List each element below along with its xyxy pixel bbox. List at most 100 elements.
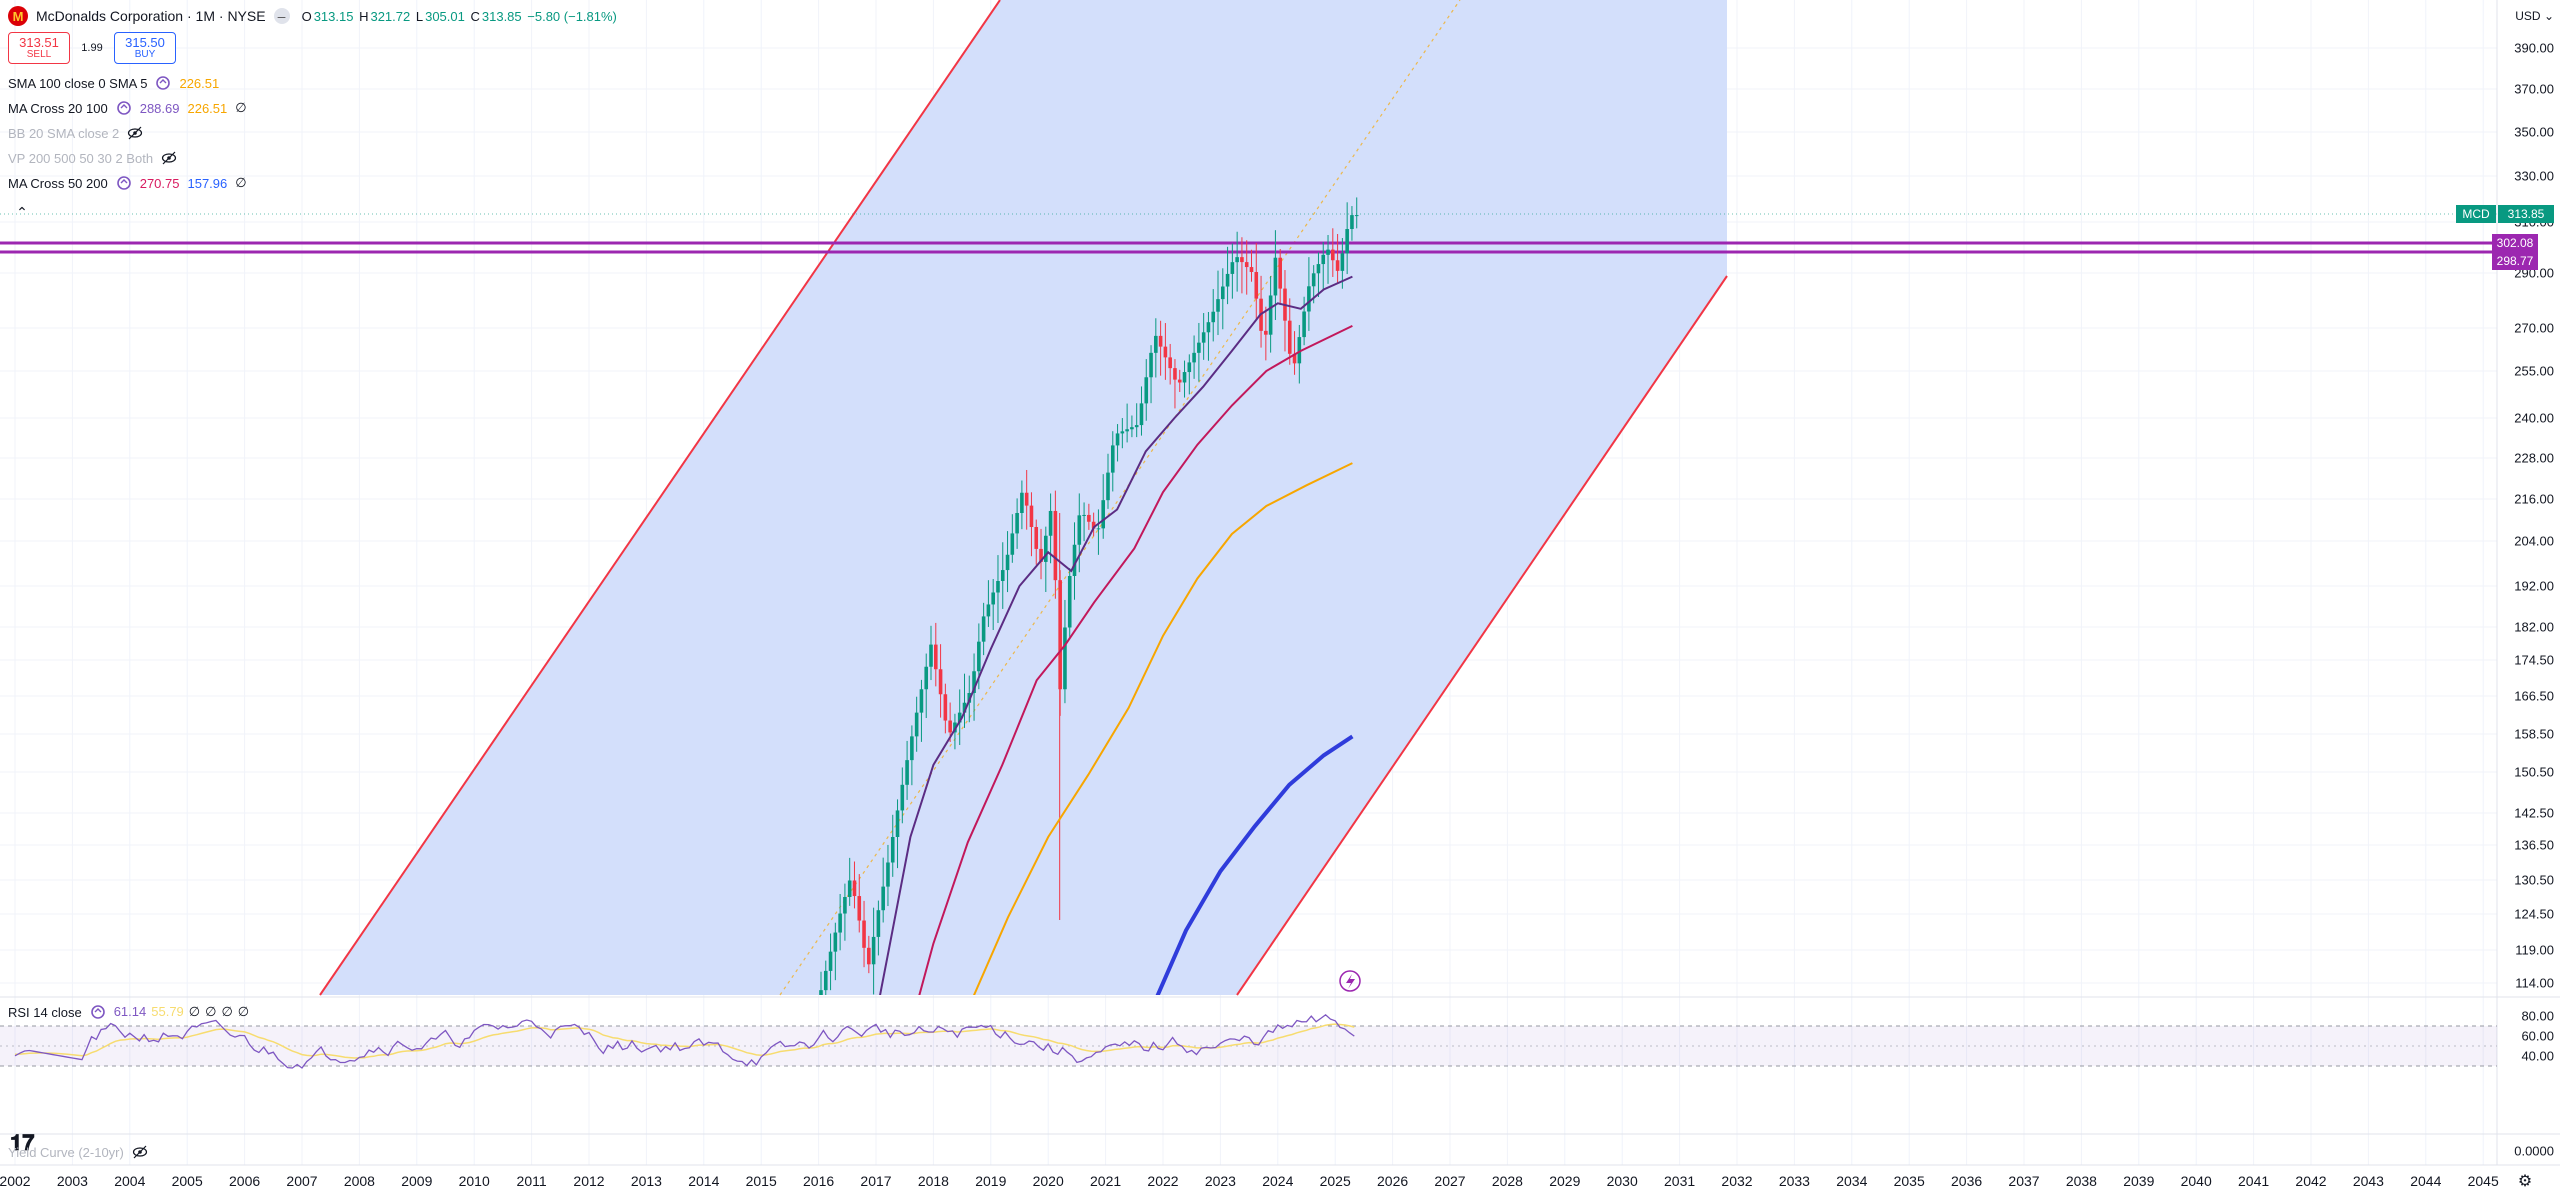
candle-body — [1168, 357, 1172, 369]
candle-body — [1350, 215, 1354, 230]
rsi-line — [14, 1013, 1355, 1069]
candle-body — [852, 880, 857, 897]
candle-body — [1173, 368, 1177, 380]
indicator-row[interactable]: MA Cross 50 200 270.75 157.96 ∅ — [8, 175, 247, 191]
indicator-value: ∅ — [235, 175, 247, 190]
lightning-circle-icon — [1339, 970, 1361, 992]
candle-body — [986, 604, 991, 617]
price-axis-label: 192.00 — [2514, 578, 2554, 594]
candle-body — [1096, 528, 1101, 530]
currency-label[interactable]: USD ⌄ — [2515, 9, 2554, 23]
candle-body — [1307, 286, 1311, 312]
price-axis-label: 228.00 — [2514, 450, 2554, 466]
candle-body — [996, 581, 1000, 593]
sep-1: · — [186, 8, 192, 24]
eye-off-icon[interactable] — [127, 125, 143, 141]
time-axis-label: 2042 — [2295, 1173, 2327, 1189]
symbol-interval: 1M — [195, 8, 215, 24]
indicator-name: VP 200 500 50 30 2 Both — [8, 150, 154, 166]
sell-button[interactable]: 313.51 SELL — [8, 32, 70, 64]
rsi-legend: RSI 14 close 61.14 55.79 ∅ ∅ ∅ ∅ — [8, 1004, 254, 1020]
candle-body — [1230, 262, 1235, 274]
indicator-row[interactable]: VP 200 500 50 30 2 Both — [8, 150, 177, 166]
symbol-name[interactable]: McDonalds Corporation · 1M · NYSE — [36, 8, 266, 24]
candle-body — [1235, 257, 1239, 263]
parallel-channel-lower-edge — [1236, 275, 1728, 996]
ma50-line — [918, 325, 1353, 995]
horizontal-line-tag: 298.77 — [2492, 252, 2538, 270]
time-axis-label: 2009 — [401, 1173, 433, 1189]
candle-body — [1101, 500, 1106, 529]
settings-swap-icon[interactable] — [116, 175, 132, 191]
price-axis-label: 350.00 — [2514, 124, 2554, 140]
buy-button[interactable]: 315.50 BUY — [114, 32, 176, 64]
candle-body — [1106, 472, 1110, 501]
price-axis-label: 330.00 — [2514, 168, 2554, 184]
candle-body — [991, 592, 995, 605]
indicator-name: MA Cross 50 200 — [8, 175, 108, 191]
time-axis-label: 2030 — [1606, 1173, 1638, 1189]
rsi-axis[interactable]: 80.00 60.00 40.00 — [2497, 0, 2560, 1160]
candle-body — [1125, 429, 1129, 432]
candle-body — [1240, 257, 1244, 263]
candle-body — [867, 947, 871, 965]
indicator-row[interactable]: MA Cross 20 100 288.69 226.51 ∅ — [8, 100, 247, 116]
time-axis-label: 2013 — [630, 1173, 662, 1189]
rsi-value: ∅ — [221, 1004, 233, 1019]
ohlc-h-label: H — [359, 8, 369, 24]
indicator-name: MA Cross 20 100 — [8, 100, 108, 116]
chevron-down-icon: ⌄ — [2543, 9, 2554, 23]
ma100-line — [972, 462, 1353, 995]
settings-swap-icon[interactable] — [116, 100, 132, 116]
time-axis-label: 2015 — [745, 1173, 777, 1189]
settings-swap-icon[interactable] — [90, 1004, 106, 1020]
candle-body — [1264, 330, 1268, 335]
candle-body — [1091, 521, 1096, 529]
minus-circle-icon[interactable]: – — [273, 8, 290, 24]
yield-axis-label: 0.0000 — [2514, 1143, 2554, 1159]
eye-off-icon[interactable] — [132, 1144, 148, 1160]
candle-body — [838, 913, 842, 933]
indicator-row[interactable]: SMA 100 close 0 SMA 5 226.51 — [8, 75, 219, 91]
candle-body — [1005, 554, 1010, 571]
candle-body — [1249, 267, 1254, 273]
ma20-line — [879, 275, 1353, 995]
time-axis-label: 2041 — [2238, 1173, 2270, 1189]
eye-off-icon[interactable] — [161, 150, 177, 166]
time-axis-label: 2021 — [1090, 1173, 1122, 1189]
candle-body — [929, 644, 933, 667]
price-axis-label: 240.00 — [2514, 410, 2554, 426]
time-axis-label: 2016 — [803, 1173, 835, 1189]
price-axis[interactable]: USD ⌄ 390.00370.00350.00330.00310.00290.… — [2497, 0, 2560, 1000]
time-axis[interactable]: 2002 2003 2004 2005 2006 2007 2008 2009 2010 2011… — [0, 1165, 2500, 1197]
candle-body — [823, 970, 828, 991]
ohlc-c-label: C — [470, 8, 480, 24]
candle-body — [938, 669, 943, 695]
symbol-tag: MCD — [2456, 205, 2496, 223]
currency-text: USD — [2515, 9, 2541, 23]
price-axis-label: 182.00 — [2514, 619, 2554, 635]
yield-axis[interactable]: 0.0000 — [2497, 0, 2560, 1160]
yield-curve-name[interactable]: Yield Curve (2-10yr) — [8, 1144, 124, 1160]
time-axis-label: 2031 — [1664, 1173, 1696, 1189]
candle-body — [1120, 431, 1125, 434]
collapse-legend-chevron-up-icon[interactable]: ⌃ — [16, 203, 28, 220]
indicator-row[interactable]: BB 20 SMA close 2 — [8, 125, 143, 141]
settings-swap-icon[interactable] — [155, 75, 171, 91]
last-price-tag: 313.85 — [2498, 205, 2554, 223]
time-axis-label: 2043 — [2352, 1173, 2384, 1189]
price-axis-label: 136.50 — [2514, 837, 2554, 853]
rsi-value: ∅ — [188, 1004, 201, 1019]
ma200-line — [1155, 734, 1354, 995]
ohlc-high: 321.72 — [370, 8, 411, 24]
rsi-name[interactable]: RSI 14 close — [8, 1004, 82, 1020]
time-axis-label: 2023 — [1204, 1173, 1236, 1189]
price-axis-label: 124.50 — [2514, 906, 2554, 922]
candle-body — [1192, 352, 1196, 363]
settings-gear-icon[interactable]: ⚙ — [2517, 1173, 2533, 1190]
candle-body — [1197, 342, 1201, 353]
candle-body — [1273, 257, 1278, 296]
horizontal-line-tag: 302.08 — [2492, 234, 2538, 252]
